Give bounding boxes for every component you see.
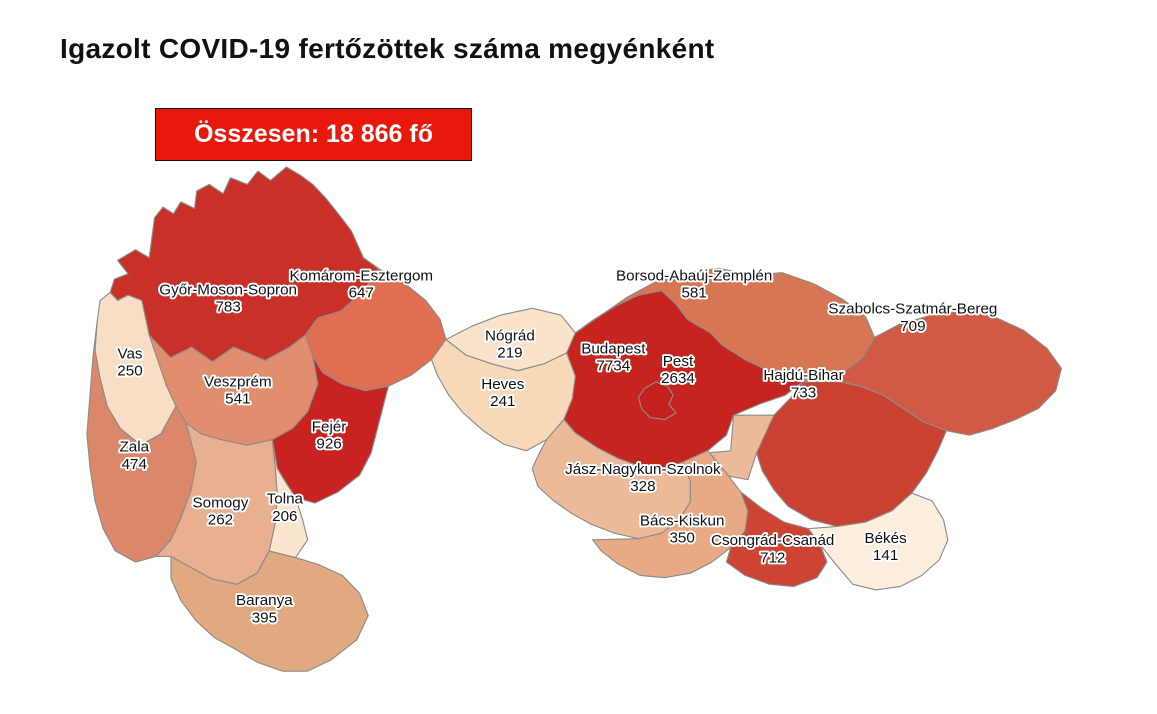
svg-text:241: 241 <box>490 393 515 410</box>
svg-text:350: 350 <box>669 530 694 547</box>
svg-text:Hajdú-Bihar: Hajdú-Bihar <box>763 367 843 384</box>
svg-text:2634: 2634 <box>661 370 695 387</box>
svg-text:Nógrád: Nógrád <box>485 327 535 344</box>
svg-text:Komárom-Esztergom: Komárom-Esztergom <box>289 267 433 284</box>
svg-text:395: 395 <box>252 609 277 626</box>
svg-text:926: 926 <box>316 436 341 453</box>
svg-text:783: 783 <box>215 299 240 316</box>
svg-text:581: 581 <box>681 284 706 301</box>
svg-text:Győr-Moson-Sopron: Győr-Moson-Sopron <box>159 282 297 299</box>
svg-text:Békés: Békés <box>864 530 907 547</box>
svg-text:Vas: Vas <box>117 346 142 363</box>
svg-text:474: 474 <box>122 456 148 473</box>
svg-text:262: 262 <box>208 512 233 529</box>
svg-text:Baranya: Baranya <box>236 592 293 609</box>
svg-text:Jász-Nagykun-Szolnok: Jász-Nagykun-Szolnok <box>565 461 721 478</box>
svg-text:Budapest: Budapest <box>581 341 646 358</box>
svg-text:712: 712 <box>760 549 785 566</box>
svg-text:Borsod-Abaúj-Zemplén: Borsod-Abaúj-Zemplén <box>616 267 772 284</box>
svg-text:647: 647 <box>349 284 374 301</box>
svg-text:328: 328 <box>630 478 655 495</box>
svg-text:Veszprém: Veszprém <box>204 373 272 390</box>
svg-text:219: 219 <box>497 344 522 361</box>
svg-text:Bács-Kiskun: Bács-Kiskun <box>640 513 725 530</box>
svg-text:Csongrád-Csanád: Csongrád-Csanád <box>711 532 834 549</box>
svg-text:733: 733 <box>791 384 816 401</box>
svg-text:206: 206 <box>272 508 297 525</box>
svg-text:Zala: Zala <box>119 439 149 456</box>
svg-text:Fejér: Fejér <box>312 418 347 435</box>
svg-text:709: 709 <box>900 318 925 335</box>
svg-text:Somogy: Somogy <box>193 495 249 512</box>
svg-text:250: 250 <box>117 363 142 380</box>
svg-text:541: 541 <box>225 391 250 408</box>
svg-text:Tolna: Tolna <box>267 491 304 508</box>
svg-text:Heves: Heves <box>481 376 524 393</box>
svg-text:Pest: Pest <box>663 353 694 370</box>
svg-text:Szabolcs-Szatmár-Bereg: Szabolcs-Szatmár-Bereg <box>828 301 997 318</box>
svg-text:141: 141 <box>873 547 898 564</box>
svg-text:7734: 7734 <box>596 358 630 375</box>
